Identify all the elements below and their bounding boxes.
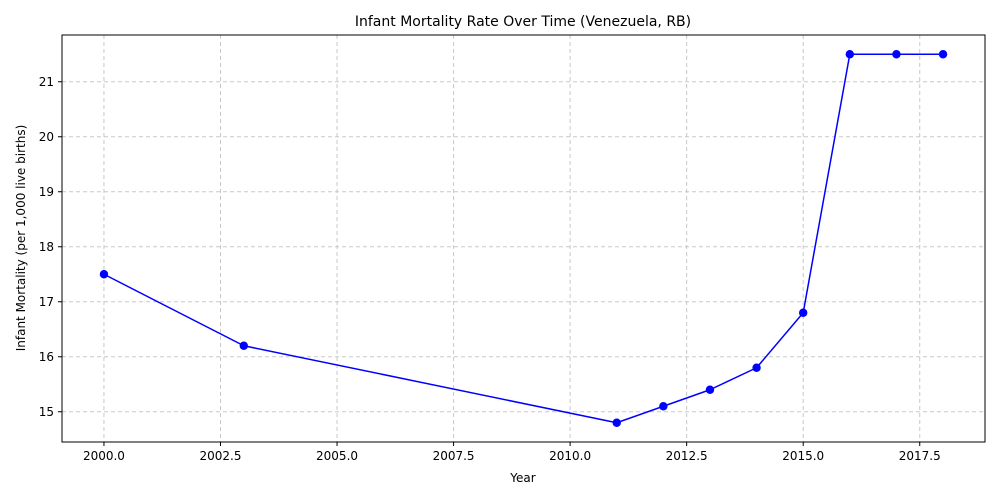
- data-point-marker: [892, 50, 901, 59]
- data-point-marker: [239, 341, 249, 350]
- x-tick-label: 2002.5: [199, 449, 241, 463]
- x-tick-label: 2017.5: [899, 449, 941, 463]
- grid-lines: [62, 35, 985, 442]
- x-tick-label: 2007.5: [433, 449, 475, 463]
- y-axis-label: Infant Mortality (per 1,000 live births): [14, 125, 28, 352]
- data-point-marker: [798, 308, 808, 317]
- x-tick-label: 2015.0: [782, 449, 824, 463]
- data-point-marker: [938, 50, 948, 59]
- y-tick-label: 21: [39, 75, 54, 89]
- data-point-marker: [99, 270, 109, 279]
- axes-frame: [61, 34, 986, 443]
- plot-area-border: [61, 34, 986, 443]
- data-point-marker: [705, 385, 715, 394]
- y-tick-label: 18: [39, 240, 54, 254]
- x-tick-label: 2005.0: [316, 449, 358, 463]
- series-line: [103, 53, 944, 424]
- data-series: [99, 50, 948, 427]
- x-tick-label: 2012.5: [666, 449, 708, 463]
- x-axis-label: Year: [509, 471, 535, 485]
- data-point-marker: [752, 363, 761, 372]
- data-point-marker: [845, 50, 855, 59]
- y-tick-label: 20: [39, 130, 54, 144]
- data-point-marker: [612, 418, 621, 427]
- y-tick-label: 16: [39, 350, 54, 364]
- data-point-marker: [659, 402, 668, 411]
- y-tick-label: 15: [39, 405, 54, 419]
- y-tick-label: 19: [39, 185, 54, 199]
- chart-title: Infant Mortality Rate Over Time (Venezue…: [355, 14, 691, 30]
- x-tick-label: 2010.0: [549, 449, 591, 463]
- x-tick-label: 2000.0: [83, 449, 125, 463]
- y-tick-label: 17: [39, 295, 54, 309]
- axis-ticks: 2000.0 2002.5 2005.0 2007.5 2010.0 2012.5 2015…: [39, 75, 941, 463]
